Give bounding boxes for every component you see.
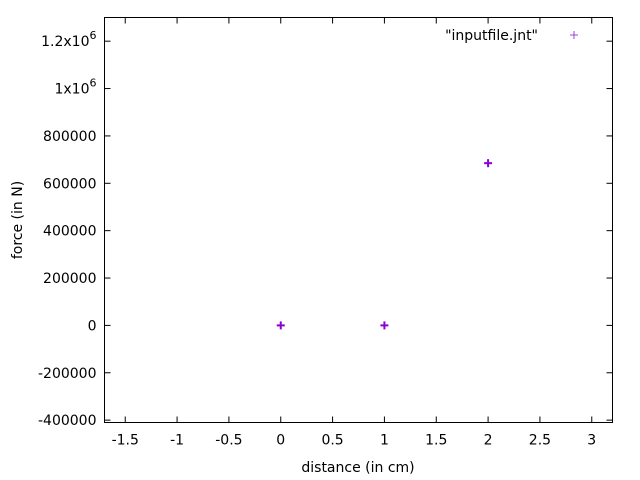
y-tick-label: 800000: [43, 129, 96, 145]
y-tick-label: 1x106: [54, 77, 96, 98]
y-tick-label: 400000: [43, 224, 96, 240]
x-tick-label: 3: [587, 433, 596, 449]
x-axis: -1.5 -1 -0.5 0 0.5 1 1.5 2 2.5 3: [112, 17, 596, 449]
y-tick-label: 600000: [43, 176, 96, 192]
legend-label: "inputfile.jnt": [445, 28, 538, 44]
x-tick-label: 2: [484, 433, 493, 449]
x-tick-label: -0.5: [215, 433, 242, 449]
y-axis: -400000 -200000 0 200000 400000 600000 800000 1…: [38, 29, 613, 429]
x-tick-label: 0: [276, 433, 285, 449]
y-tick-label: 1.2x106: [41, 29, 96, 50]
y-tick-label: 200000: [43, 271, 96, 287]
data-point: [276, 321, 285, 330]
data-point: [380, 321, 389, 330]
x-axis-label: distance (in cm): [301, 460, 414, 476]
x-tick-label: -1: [170, 433, 184, 449]
y-axis-label: force (in N): [10, 181, 26, 259]
y-tick-label: -200000: [38, 366, 97, 382]
legend-marker: [570, 31, 578, 39]
x-tick-label: 2.5: [529, 433, 551, 449]
data-point: [484, 159, 493, 168]
y-tick-label: 0: [88, 318, 97, 334]
plot-frame: [104, 17, 613, 423]
y-tick-label: -400000: [38, 413, 97, 429]
x-tick-label: -1.5: [112, 433, 139, 449]
x-tick-label: 1.5: [425, 433, 447, 449]
x-tick-label: 1: [380, 433, 389, 449]
data-points: [276, 159, 493, 330]
legend: "inputfile.jnt": [445, 28, 578, 44]
x-tick-label: 0.5: [321, 433, 343, 449]
